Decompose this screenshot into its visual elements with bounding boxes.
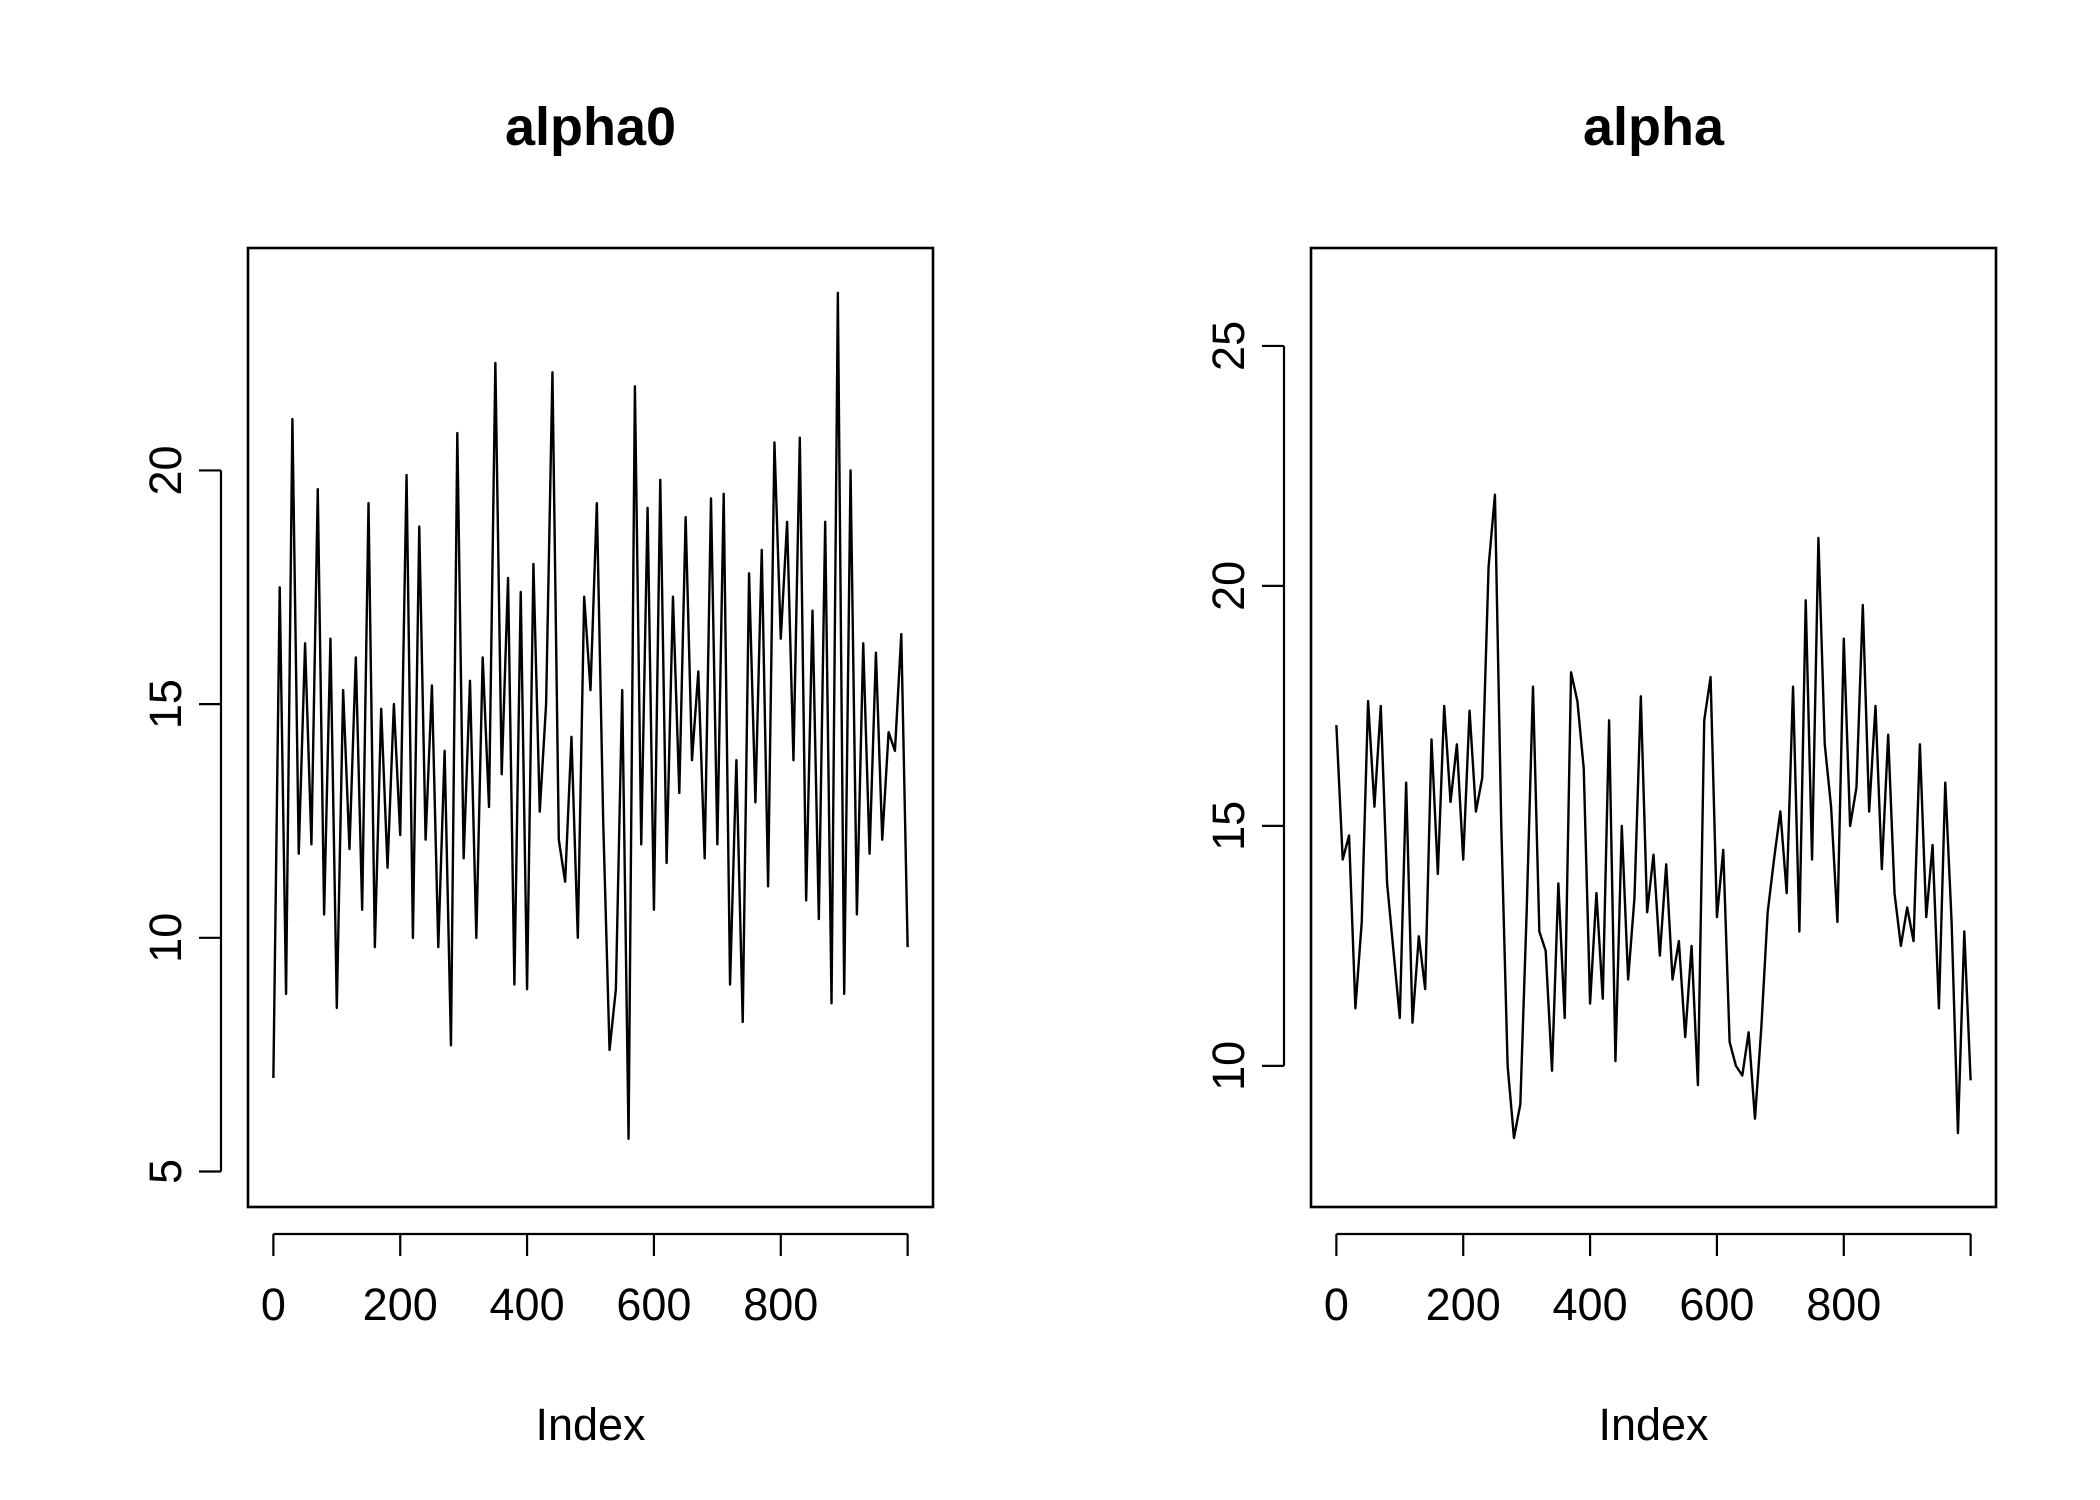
y-tick-label: 5	[140, 1159, 191, 1184]
x-tick-label: 0	[1324, 1279, 1349, 1330]
y-tick-label: 10	[140, 913, 191, 963]
x-tick-label: 800	[1806, 1279, 1881, 1330]
plot-frame	[1309, 246, 1998, 1209]
chart-title: alpha	[1583, 97, 1725, 157]
x-tick-label: 400	[1553, 1279, 1628, 1330]
series-line	[272, 291, 909, 1140]
x-axis-label: Index	[1598, 1399, 1709, 1450]
y-tick-label: 10	[1203, 1041, 1254, 1091]
panel-alpha0: alpha0 0 200 400 600 800 5 10 15 20 Index	[140, 97, 935, 1450]
x-tick-label: 600	[1679, 1279, 1754, 1330]
panel-alpha: alpha 0 200 400 600 800 10 15 20 25 Index	[1203, 97, 1998, 1450]
x-tick-label: 600	[616, 1279, 691, 1330]
plot-frame	[246, 246, 935, 1209]
y-tick-label: 20	[1203, 561, 1254, 611]
x-tick-label: 200	[363, 1279, 438, 1330]
y-ticks: 5 10 15 20	[140, 445, 221, 1184]
y-ticks: 10 15 20 25	[1203, 321, 1284, 1091]
x-ticks: 0 200 400 600 800	[261, 1234, 909, 1330]
y-tick-label: 15	[1203, 801, 1254, 851]
x-tick-label: 400	[490, 1279, 565, 1330]
series-line	[1335, 493, 1972, 1140]
y-tick-label: 25	[1203, 321, 1254, 371]
x-ticks: 0 200 400 600 800	[1324, 1234, 1972, 1330]
x-axis-label: Index	[535, 1399, 646, 1450]
x-tick-label: 200	[1426, 1279, 1501, 1330]
x-tick-label: 0	[261, 1279, 286, 1330]
x-tick-label: 800	[743, 1279, 818, 1330]
chart-title: alpha0	[505, 97, 676, 157]
y-tick-label: 15	[140, 679, 191, 729]
y-tick-label: 20	[140, 445, 191, 495]
